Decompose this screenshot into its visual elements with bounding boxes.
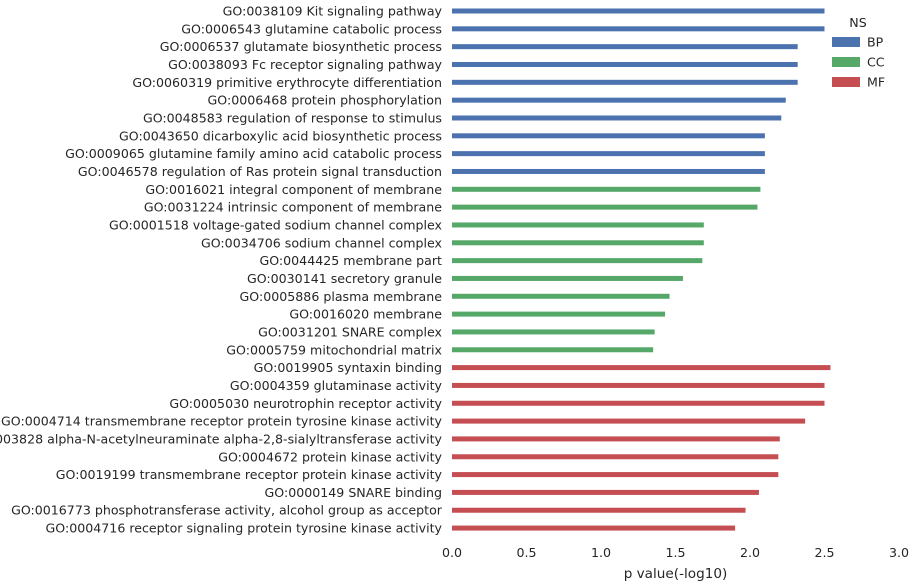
category-label: GO:0016773 phosphotransferase activity, …: [11, 503, 443, 518]
bar-26: [452, 454, 779, 460]
legend-label-cc: CC: [867, 55, 885, 70]
bar-16: [452, 275, 683, 281]
category-label: GO:0048583 regulation of response to sti…: [143, 110, 442, 125]
bar-13: [452, 222, 704, 228]
bar-28: [452, 489, 759, 495]
bar-27: [452, 472, 779, 478]
bar-22: [452, 382, 825, 388]
x-tick-label: 2.0: [740, 545, 760, 560]
bar-21: [452, 365, 831, 371]
bar-6: [452, 97, 786, 103]
category-label: GO:0006468 protein phosphorylation: [208, 93, 442, 108]
bar-18: [452, 311, 666, 317]
bar-23: [452, 400, 825, 406]
bar-3: [452, 44, 798, 50]
category-label: GO:0000149 SNARE binding: [265, 485, 442, 500]
bar-30: [452, 525, 736, 531]
category-label: GO:0038109 Kit signaling pathway: [223, 4, 443, 19]
x-axis-title: p value(-log10): [624, 566, 728, 582]
bar-25: [452, 436, 780, 442]
bar-8: [452, 133, 765, 139]
bars-group: [452, 8, 831, 531]
bar-15: [452, 258, 703, 264]
category-label: GO:0031201 SNARE complex: [258, 324, 442, 339]
bar-4: [452, 61, 798, 67]
legend-swatch-cc: [832, 57, 860, 67]
x-tick-label: 1.0: [591, 545, 611, 560]
bar-19: [452, 329, 655, 335]
category-label: GO:0038093 Fc receptor signaling pathway: [168, 57, 442, 72]
category-label: GO:0003828 alpha-N-acetylneuraminate alp…: [0, 431, 443, 446]
legend-label-bp: BP: [867, 35, 884, 50]
category-label: GO:0044425 membrane part: [259, 253, 442, 268]
x-tick-label: 0.5: [516, 545, 536, 560]
category-label: GO:0005886 plasma membrane: [240, 289, 443, 304]
bar-24: [452, 418, 806, 424]
bar-2: [452, 26, 825, 32]
legend-swatch-mf: [832, 77, 860, 87]
category-label: GO:0005759 mitochondrial matrix: [226, 342, 442, 357]
category-label: GO:0019199 transmembrane receptor protei…: [56, 467, 443, 482]
category-labels: GO:0038109 Kit signaling pathway GO:00065…: [0, 4, 443, 536]
legend-swatch-bp: [832, 37, 860, 47]
bar-5: [452, 79, 798, 85]
category-label: GO:0004716 receptor signaling protein ty…: [46, 521, 443, 536]
category-label: GO:0004672 protein kinase activity: [218, 449, 442, 464]
category-label: GO:0016020 membrane: [289, 307, 442, 322]
category-label: GO:0004714 transmembrane receptor protei…: [1, 414, 443, 429]
x-tick-label: 1.5: [665, 545, 685, 560]
category-label: GO:0060319 primitive erythrocyte differe…: [132, 75, 442, 90]
bar-11: [452, 186, 761, 192]
bar-29: [452, 507, 746, 513]
category-label: GO:0030141 secretory granule: [247, 271, 442, 286]
bar-10: [452, 168, 765, 174]
x-axis-ticks: 0.0 0.5 1.0 1.5 2.0 2.5 3.0: [442, 545, 909, 560]
bar-1: [452, 8, 825, 14]
x-tick-label: 0.0: [442, 545, 462, 560]
category-label: GO:0046578 regulation of Ras protein sig…: [78, 164, 442, 179]
category-label: GO:0006543 glutamine catabolic process: [181, 21, 442, 36]
x-tick-label: 2.5: [814, 545, 834, 560]
bar-17: [452, 293, 670, 299]
category-label: GO:0001518 voltage-gated sodium channel …: [109, 217, 443, 232]
category-label: GO:0006537 glutamate biosynthetic proces…: [160, 39, 442, 54]
category-label: GO:0004359 glutaminase activity: [230, 378, 443, 393]
legend: NS BP CC MF: [832, 15, 885, 90]
bar-9: [452, 151, 765, 157]
bar-12: [452, 204, 758, 210]
category-label: GO:0016021 integral component of membran…: [145, 182, 442, 197]
legend-title: NS: [849, 15, 866, 30]
category-label: GO:0031224 intrinsic component of membra…: [144, 200, 442, 215]
category-label: GO:0005030 neurotrophin receptor activit…: [169, 396, 442, 411]
category-label: GO:0043650 dicarboxylic acid biosyntheti…: [119, 128, 442, 143]
legend-label-mf: MF: [867, 75, 885, 90]
bar-20: [452, 347, 654, 353]
category-label: GO:0009065 glutamine family amino acid c…: [65, 146, 442, 161]
bar-14: [452, 240, 704, 246]
category-label: GO:0034706 sodium channel complex: [201, 235, 443, 250]
category-label: GO:0019905 syntaxin binding: [254, 360, 442, 375]
x-tick-label: 3.0: [889, 545, 909, 560]
bar-7: [452, 115, 782, 121]
